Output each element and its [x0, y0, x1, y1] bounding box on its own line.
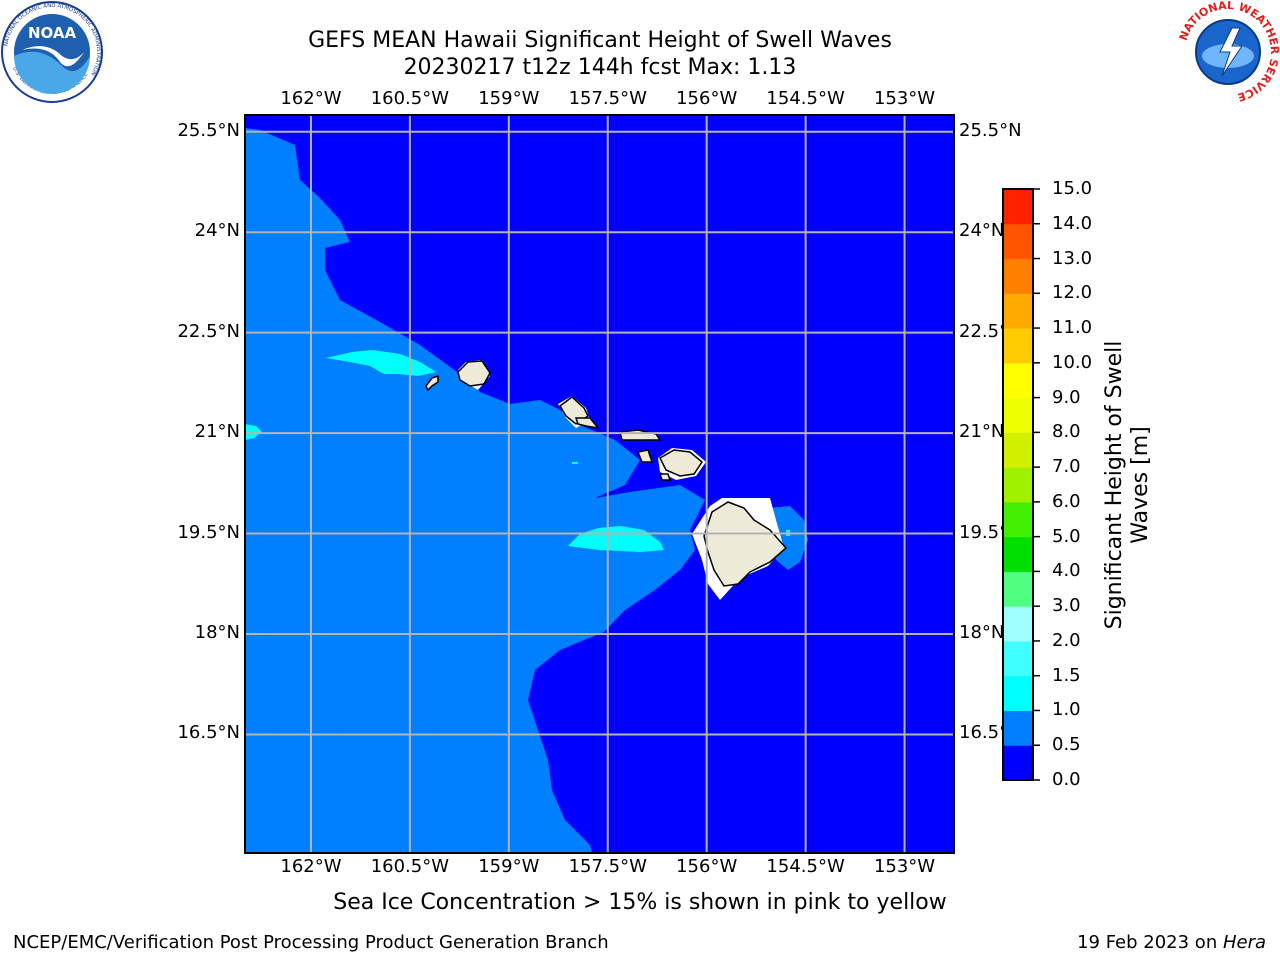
colorbar-block-10	[1003, 397, 1033, 433]
colorbar-block-13	[1003, 293, 1033, 329]
lat-tick-left: 24°N	[194, 220, 240, 242]
colorbar-label: Significant Height of Swell Waves [m]	[1102, 315, 1154, 655]
lon-tick-bottom: 156°W	[676, 856, 738, 877]
colorbar-level: 6.0	[1052, 490, 1081, 512]
colorbar-block-5	[1003, 571, 1033, 607]
island-oahu-shoal	[574, 417, 600, 430]
lon-tick-bottom: 154.5°W	[766, 856, 845, 877]
colorbar-block-0	[1003, 745, 1033, 781]
colorbar-block-11	[1003, 362, 1033, 399]
colorbar-block-4	[1003, 606, 1033, 642]
colorbar-level: 0.0	[1052, 769, 1081, 790]
island-maui	[659, 449, 703, 477]
graticule	[245, 115, 954, 853]
swell-band-0.5-1.0	[312, 300, 316, 306]
lon-tick-bottom: 162°W	[280, 856, 342, 877]
sea-ice-note: Sea Ice Concentration > 15% is shown in …	[333, 890, 947, 915]
footer-branch: NCEP/EMC/Verification Post Processing Pr…	[13, 932, 609, 953]
colorbar-block-1	[1003, 710, 1033, 746]
colorbar-block-12	[1003, 328, 1033, 364]
lon-tick-top: 162°W	[280, 88, 342, 109]
swell-band-1.0-1.5	[572, 462, 578, 464]
colorbar-level: 3.0	[1052, 595, 1081, 617]
lon-tick-top: 156°W	[676, 88, 738, 109]
lon-tick-top: 157.5°W	[568, 88, 647, 109]
colorbar-block-7	[1003, 501, 1033, 538]
island-kauai	[457, 360, 491, 387]
colorbar-level: 2.0	[1052, 629, 1081, 651]
lon-tick-bottom: 159°W	[478, 856, 540, 877]
colorbar-block-3	[1003, 640, 1033, 677]
colorbar-level: 15.0	[1052, 178, 1093, 199]
noaa-logo-text: NOAA	[28, 24, 77, 42]
lon-tick-bottom: 160.5°W	[370, 856, 450, 877]
colorbar-block-15	[1003, 223, 1033, 260]
colorbar-level: 8.0	[1052, 421, 1081, 443]
swell-band-1.0-1.5	[326, 350, 436, 376]
lat-tick-right: 18°N	[959, 622, 1005, 643]
colorbar-label-line2: Waves [m]	[1128, 426, 1153, 544]
swell-band-0.5-1.0	[245, 115, 705, 853]
islands	[425, 360, 788, 587]
colorbar-label-line1: Significant Height of Swell	[1102, 340, 1127, 630]
footer-date-text: 19 Feb 2023 on	[1077, 932, 1223, 953]
swell-band-1.0-1.5	[568, 526, 664, 552]
lon-tick-top: 160.5°W	[370, 88, 450, 109]
lat-tick-right: 24°N	[959, 220, 1005, 242]
colorbar-level: 9.0	[1052, 386, 1081, 408]
noaa-logo: NATIONAL OCEANIC AND ATMOSPHERIC ADMINIS…	[1, 1, 103, 103]
colorbar-level: 11.0	[1052, 317, 1093, 339]
footer-date: 19 Feb 2023 on Hera	[1077, 932, 1266, 953]
colorbar-block-2	[1003, 675, 1033, 711]
lat-tick-left: 21°N	[194, 421, 240, 443]
lat-tick-right: 21°N	[959, 421, 1005, 443]
colorbar-level: 0.5	[1052, 734, 1081, 756]
colorbar-level: 12.0	[1052, 282, 1093, 304]
lat-tick-left: 22.5°N	[177, 320, 240, 342]
footer-host: Hera	[1222, 932, 1266, 953]
lon-tick-bottom: 153°W	[873, 856, 936, 877]
island-hawaii	[703, 501, 788, 587]
lon-tick-top: 154.5°W	[766, 88, 845, 109]
lat-tick-left: 25.5°N	[177, 119, 240, 141]
chart-title: GEFS MEAN Hawaii Significant Height of S…	[308, 28, 892, 53]
colorbar-level: 1.5	[1052, 664, 1081, 686]
colorbar-block-8	[1003, 467, 1033, 503]
map-frame	[244, 114, 955, 854]
colorbar-level: 14.0	[1052, 212, 1093, 234]
nws-logo: NATIONAL WEATHER SERVICE	[1177, 0, 1280, 104]
lat-tick-left: 18°N	[194, 622, 240, 643]
lon-tick-top: 153°W	[873, 88, 936, 109]
colorbar-block-6	[1003, 536, 1033, 572]
swell-band-1.0-1.5	[245, 424, 262, 440]
lat-tick-left: 19.5°N	[177, 521, 240, 543]
chart-subtitle: 20230217 t12z 144h fcst Max: 1.13	[403, 55, 797, 80]
colorbar-level: 5.0	[1052, 525, 1081, 547]
colorbar-level: 10.0	[1052, 351, 1093, 373]
island-niihau	[425, 374, 439, 392]
lon-tick-bottom: 157.5°W	[568, 856, 647, 877]
lon-tick-top: 159°W	[478, 88, 540, 109]
lat-tick-right: 25.5°N	[959, 119, 1022, 141]
colorbar-block-9	[1003, 432, 1033, 468]
island-kahoolawe	[658, 473, 672, 481]
lat-tick-left: 16.5°N	[177, 722, 240, 744]
colorbar-frame	[1002, 188, 1034, 781]
colorbar-level: 7.0	[1052, 456, 1081, 478]
colorbar-block-16	[1003, 189, 1033, 225]
colorbar-block-14	[1003, 258, 1033, 294]
island-lanai	[636, 449, 654, 463]
colorbar-level: 4.0	[1052, 560, 1081, 582]
colorbar-level: 1.0	[1052, 699, 1081, 721]
colorbar-level: 13.0	[1052, 247, 1093, 269]
